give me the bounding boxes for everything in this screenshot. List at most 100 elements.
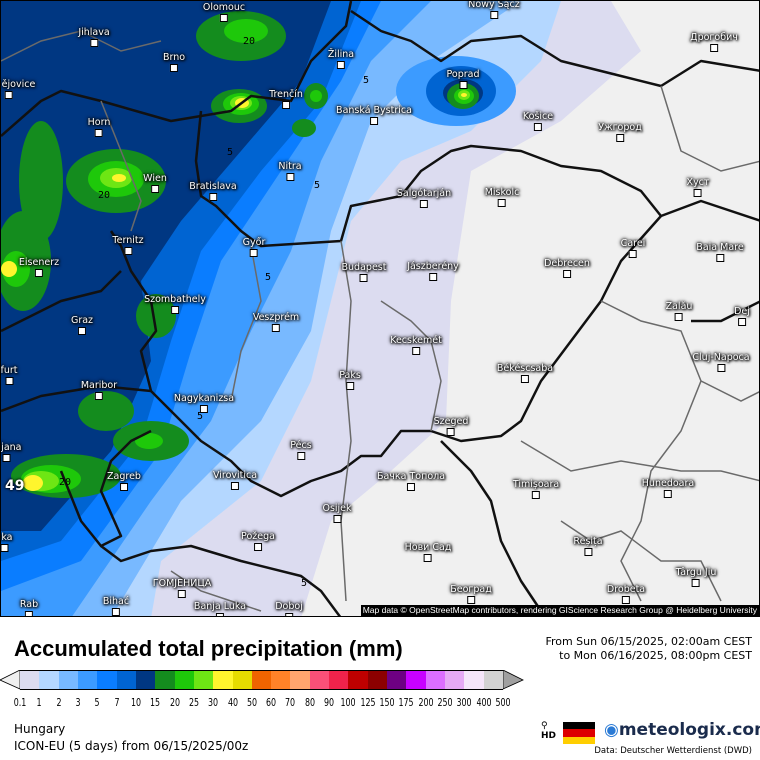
city-name: Нови Сад [404,542,452,553]
city-marker-icon [693,189,702,197]
city-name: Cluj-Napoca [692,352,750,363]
city-name: Dej [734,306,750,317]
legend-label: 250 [437,696,453,709]
city-marker-icon [90,39,98,47]
city-name: Baia Mare [696,242,744,253]
city-name: Bihać [102,596,130,607]
legend-color-cell [58,670,79,690]
legend-label: 0.1 [13,696,27,709]
legend-color-cell [387,670,407,690]
city-label: Nitra [278,161,302,181]
city-name: Olomouc [202,2,246,13]
city-marker-icon [200,405,208,413]
city-label: Osijek [322,503,352,523]
city-label: Maribor [81,380,117,400]
city-marker-icon [622,596,630,604]
legend-color-cell [155,670,176,690]
city-marker-icon [178,590,186,598]
legend-color-cell [290,670,311,690]
city-label: Jihlava [78,27,110,47]
legend-label: 80 [304,696,315,709]
legend-color-cell [483,670,504,690]
precipitation-map[interactable]: Olomouc Jihlava Brno Žilina Trenčín Banská By… [0,0,760,617]
city-name: Дрогобич [690,32,738,43]
legend-low-arrow [0,670,21,690]
city-marker-icon [1,544,8,552]
city-label: Horn [88,117,110,137]
city-name: Poprad [446,69,480,80]
city-label: Дрогобич [690,32,738,52]
city-label: Bihać [103,596,129,616]
city-marker-icon [230,482,239,490]
hd-label: HD [541,731,557,741]
germany-flag-icon [563,722,595,744]
legend-color-cell [174,670,195,690]
city-name: furt [0,365,18,376]
city-marker-icon [717,364,725,372]
city-label: Paks [339,370,361,390]
precipitation-field [1,1,759,616]
legend-color-cell [135,670,156,690]
legend-color-cell [329,670,349,690]
city-label: Nowy Sącz [468,1,520,19]
legend-label: 1 [36,696,42,709]
city-name: Békéscsaba [496,363,554,374]
city-marker-icon [5,377,13,385]
meteologix-logo[interactable]: ◉meteologix.com [604,720,760,740]
legend-high-arrow [502,670,524,690]
city-name: Doboj [275,601,303,612]
city-label: ské ějovice [1,79,35,99]
city-marker-icon [170,64,178,72]
city-label: Békéscsaba [497,363,553,383]
legend-label: 300 [456,696,472,709]
city-label: Târgu Jiu [676,567,716,587]
city-label: Brno [163,52,185,72]
logo-drop-icon: ◉ [604,720,619,740]
city-name: Brno [162,52,186,63]
city-marker-icon [459,81,467,89]
legend-label: 20 [169,696,180,709]
city-label: Нови Сад [404,542,452,562]
legend-label: 30 [208,696,219,709]
city-label: Reșița [573,536,603,556]
legend-color-cell [271,670,291,690]
legend-label: 400 [476,696,492,709]
data-source: Data: Deutscher Wetterdienst (DWD) [594,746,752,756]
city-name: Virovitica [212,470,258,481]
legend-label: 25 [188,696,199,709]
city-marker-icon [253,543,262,551]
city-label: Doboj [275,601,303,616]
city-label: Zagreb [107,471,141,491]
city-label: eka [1,532,13,552]
city-label: Drobeta [607,584,645,604]
city-label: Zalău [666,301,692,321]
city-marker-icon [220,14,228,22]
contour-label: 20 [59,477,72,488]
city-label: ГОМЈЕНИЦА [153,578,211,598]
city-marker-icon [284,613,293,616]
model-info: ICON-EU (5 days) from 06/15/2025/00z [14,739,249,753]
region-name: Hungary [14,722,66,736]
city-name: Ужгород [598,122,642,133]
legend-label: 50 [246,696,257,709]
legend-color-cell [309,670,330,690]
city-name: Pécs [290,440,312,451]
city-label: Trenčín [269,89,303,109]
city-marker-icon [584,548,592,556]
city-marker-icon [738,318,746,326]
legend-color-cell [20,670,40,690]
city-name: Wien [143,173,167,184]
city-marker-icon [111,608,120,616]
hd-zoom-button[interactable]: ⚲ HD [541,721,556,741]
city-label: Salgótarján [397,188,451,208]
city-marker-icon [209,193,217,201]
city-name: Košice [522,111,554,122]
city-name: Kecskemét [390,335,442,346]
city-marker-icon [77,327,86,335]
city-label: pljana [1,442,21,462]
city-marker-icon [498,199,506,207]
city-label: furt [1,365,18,385]
legend-color-cell [213,670,233,690]
city-name: Paks [339,370,361,381]
city-marker-icon [533,123,542,131]
